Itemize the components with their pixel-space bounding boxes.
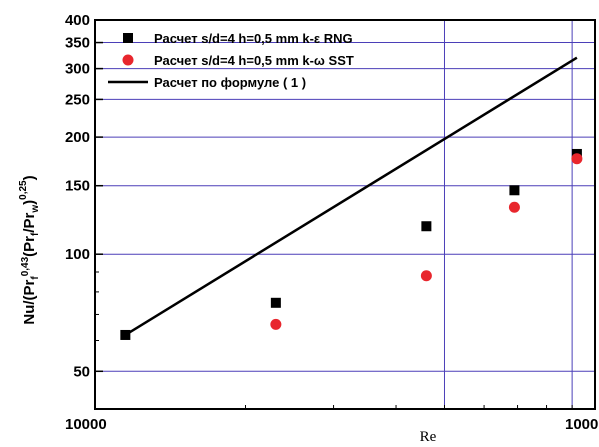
x-tick-label: 10000 <box>65 416 107 433</box>
grid-layer <box>95 20 595 409</box>
y-tick-label: 200 <box>65 129 90 146</box>
legend-label: Расчет s/d=4 h=0,5 mm k-ε RNG <box>154 31 353 46</box>
y-axis-title-part: 0,43 <box>20 256 31 276</box>
y-tick-label: 100 <box>65 246 90 263</box>
y-tick-label: 150 <box>65 178 90 195</box>
sst-point <box>270 318 282 330</box>
rng-point <box>509 185 520 196</box>
sst-point <box>571 153 583 165</box>
sst-point <box>420 270 432 282</box>
y-axis-title-part: f <box>30 276 41 280</box>
axes-layer <box>94 19 596 410</box>
y-axis-title-part: f <box>30 232 41 236</box>
y-tick-label: 250 <box>65 91 90 108</box>
x-tick-label: 100000 <box>565 416 599 433</box>
formula-line <box>124 56 578 337</box>
y-axis-title-part: w <box>30 205 41 214</box>
rng-point <box>421 221 432 232</box>
y-axis-title-part: (Pr <box>21 236 38 257</box>
y-axis-title-part: /Pr <box>21 212 38 232</box>
y-tick-label: 400 <box>65 12 90 29</box>
legend-label: Расчет по формуле ( 1 ) <box>154 75 306 90</box>
y-axis-title-part: Nu/(Pr <box>21 279 38 324</box>
legend: Расчет s/d=4 h=0,5 mm k-ε RNG Расчет s/d=… <box>108 31 354 90</box>
legend-marker-square <box>123 33 133 43</box>
series-layer <box>120 56 583 340</box>
sst-point <box>508 201 520 213</box>
y-tick-label: 300 <box>65 61 90 78</box>
ticks-layer: 50 100 150 200 250 300 350 400 10000 100000 <box>65 12 599 433</box>
rng-point <box>270 297 281 308</box>
y-axis-title-part: ) <box>21 175 38 180</box>
legend-label: Расчет s/d=4 h=0,5 mm k-ω SST <box>154 53 354 68</box>
y-axis-title-part: ) <box>21 200 38 205</box>
legend-marker-circle <box>122 54 134 66</box>
y-axis-title-part: 0,25 <box>18 180 29 200</box>
y-axis-title: Nu/(Prf0,43(Prf/Prw)0,25) <box>18 175 41 324</box>
y-tick-label: 350 <box>65 35 90 52</box>
y-tick-label: 50 <box>73 363 90 380</box>
x-axis-title: Re <box>420 429 437 445</box>
plot-frame <box>94 19 596 410</box>
